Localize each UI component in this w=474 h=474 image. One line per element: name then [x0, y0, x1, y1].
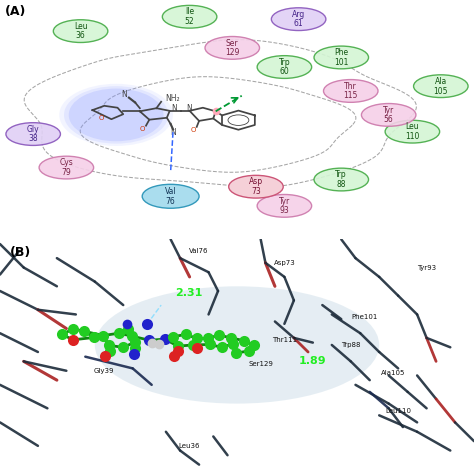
Text: Ala105: Ala105 — [381, 370, 406, 376]
Text: NH₂: NH₂ — [165, 94, 180, 103]
Text: Trp
88: Trp 88 — [336, 170, 347, 189]
Ellipse shape — [323, 80, 378, 102]
Ellipse shape — [271, 8, 326, 30]
Text: Arg
61: Arg 61 — [292, 10, 305, 28]
Text: Ser129: Ser129 — [248, 361, 273, 367]
Text: Ser
129: Ser 129 — [225, 38, 239, 57]
Text: 2.31: 2.31 — [175, 288, 203, 298]
Text: Asp73: Asp73 — [273, 260, 295, 266]
Ellipse shape — [142, 184, 199, 208]
Text: Leu110: Leu110 — [385, 408, 411, 414]
Ellipse shape — [95, 286, 379, 403]
Text: Ile
52: Ile 52 — [185, 8, 194, 26]
Text: Cys
79: Cys 79 — [59, 158, 73, 177]
Text: Thr
115: Thr 115 — [344, 82, 358, 100]
Ellipse shape — [314, 46, 368, 69]
Ellipse shape — [228, 175, 283, 198]
Ellipse shape — [257, 55, 311, 78]
Text: O: O — [191, 127, 196, 133]
Ellipse shape — [162, 5, 217, 28]
Text: Ala
105: Ala 105 — [434, 77, 448, 96]
Text: O: O — [139, 126, 145, 132]
Text: Trp
60: Trp 60 — [279, 58, 290, 76]
Ellipse shape — [59, 84, 173, 146]
Text: Gly39: Gly39 — [94, 368, 115, 374]
Text: O: O — [98, 115, 104, 121]
Ellipse shape — [413, 75, 468, 98]
Text: Val76: Val76 — [189, 248, 209, 254]
Ellipse shape — [314, 168, 368, 191]
Text: N: N — [170, 128, 176, 137]
Text: Leu36: Leu36 — [179, 443, 201, 449]
Text: Phe
101: Phe 101 — [334, 48, 348, 67]
Text: Leu
36: Leu 36 — [74, 22, 87, 40]
Ellipse shape — [6, 123, 61, 146]
Text: Asp
73: Asp 73 — [249, 177, 263, 196]
Text: Phe101: Phe101 — [352, 314, 378, 320]
Ellipse shape — [64, 86, 168, 144]
Ellipse shape — [257, 194, 311, 217]
Ellipse shape — [385, 120, 439, 143]
Text: Gly
38: Gly 38 — [27, 125, 39, 144]
Ellipse shape — [39, 156, 94, 179]
Text: N: N — [172, 104, 177, 113]
Ellipse shape — [69, 89, 164, 141]
Text: (A): (A) — [5, 5, 26, 18]
Ellipse shape — [205, 36, 259, 59]
Text: N: N — [121, 90, 127, 99]
Text: N: N — [187, 104, 192, 113]
Text: Tyr93: Tyr93 — [417, 264, 436, 271]
Text: Tyr
56: Tyr 56 — [383, 106, 394, 124]
Text: 1.89: 1.89 — [299, 356, 326, 366]
Text: Leu
110: Leu 110 — [405, 122, 419, 141]
Text: (B): (B) — [9, 246, 31, 259]
Ellipse shape — [361, 103, 416, 126]
Text: Tyr
93: Tyr 93 — [279, 197, 290, 215]
Text: Trp88: Trp88 — [341, 342, 361, 348]
Text: Val
76: Val 76 — [165, 187, 176, 206]
Ellipse shape — [54, 20, 108, 43]
Text: Thr111: Thr111 — [272, 337, 297, 343]
